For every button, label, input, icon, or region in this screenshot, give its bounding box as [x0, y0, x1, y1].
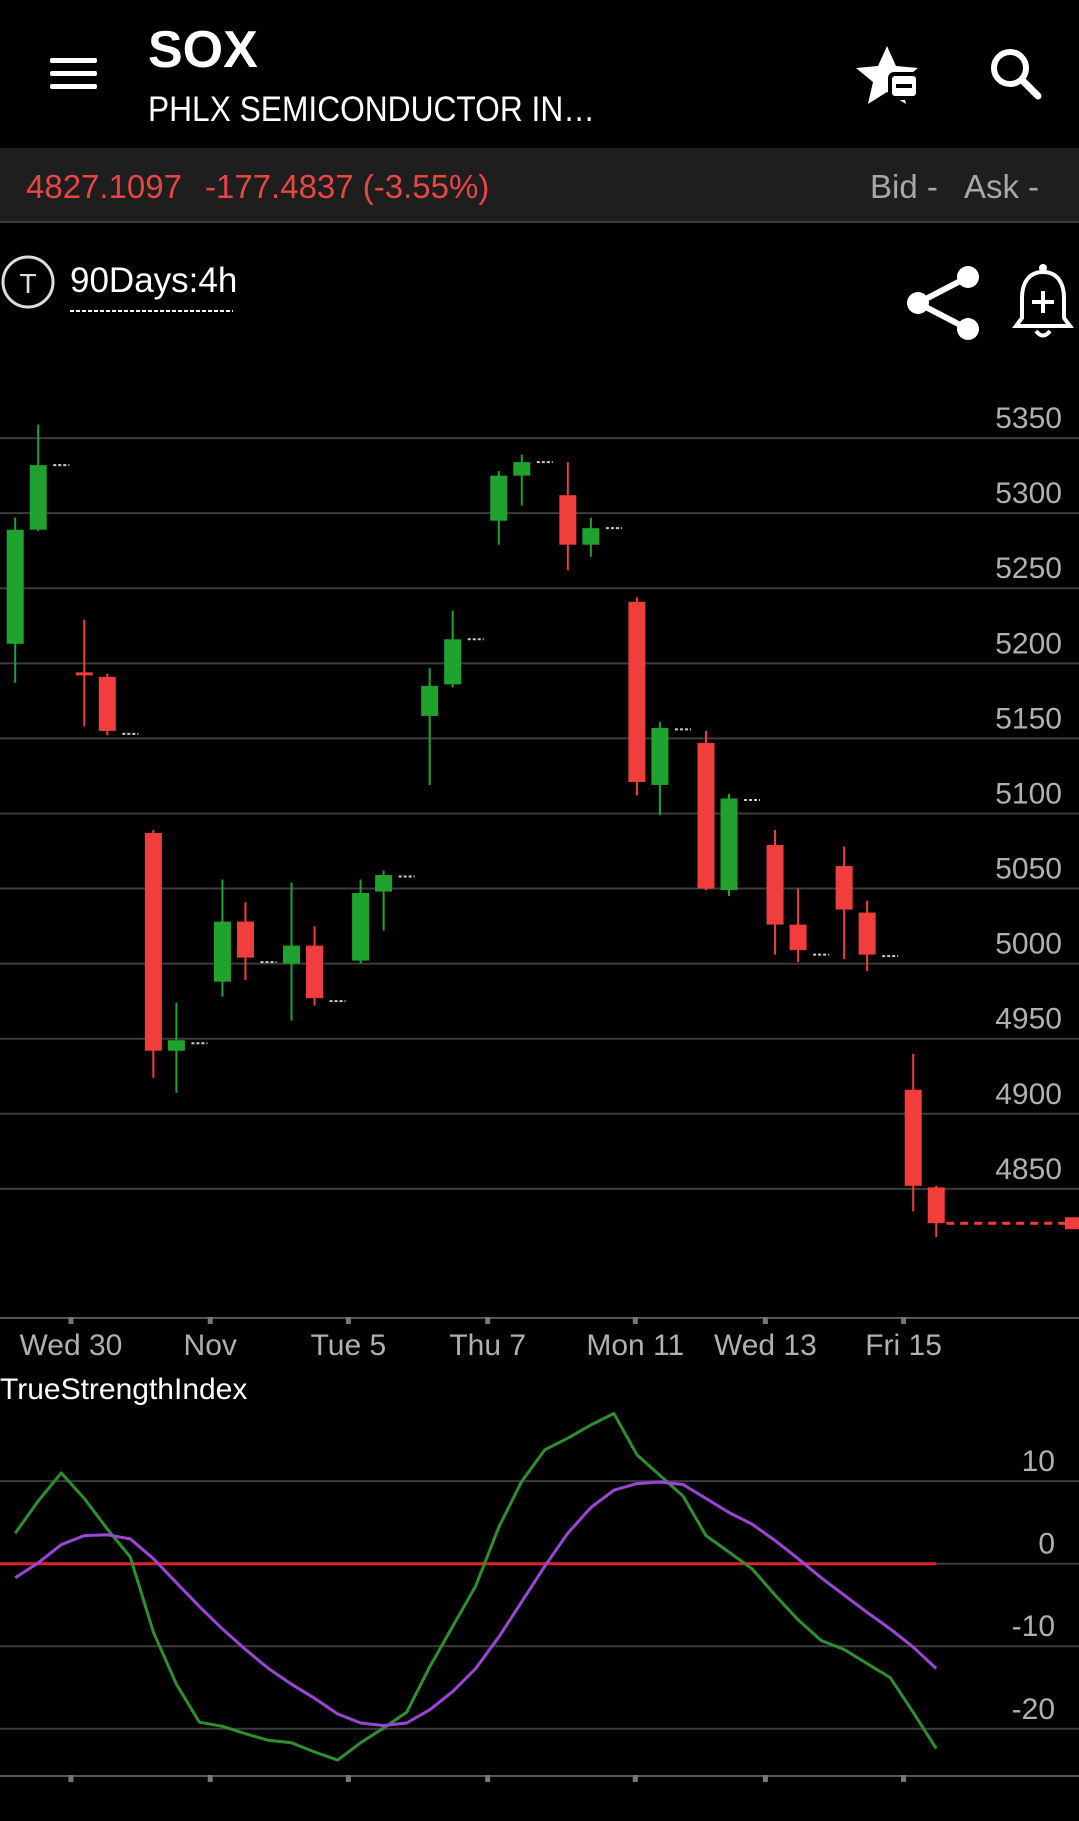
- y-tick-label: 4850: [995, 1153, 1062, 1186]
- alert-button[interactable]: [1012, 264, 1074, 338]
- candle-body: [352, 893, 370, 961]
- y-tick-label: 5000: [995, 928, 1062, 961]
- badge-letter: T: [19, 268, 36, 299]
- price-change: -177.4837 (-3.55%): [205, 168, 489, 205]
- candle-body: [236, 921, 254, 958]
- x-tick-label: Mon 11: [586, 1329, 684, 1362]
- candle-body: [697, 742, 715, 889]
- candle-body: [6, 529, 24, 644]
- search-handle: [1018, 76, 1042, 100]
- bid: Bid -: [870, 168, 938, 205]
- bell-icon: [1012, 269, 1074, 328]
- y-tick-label: 5300: [995, 477, 1062, 510]
- y-tick-label: 5350: [995, 402, 1062, 435]
- candle-body: [283, 945, 301, 964]
- share-node: [957, 318, 979, 340]
- indicator-line: [13, 1412, 938, 1762]
- indicator-title: TrueStrengthIndex: [0, 1373, 247, 1406]
- menu-button[interactable]: [50, 58, 97, 89]
- candle-body: [904, 1089, 922, 1186]
- candle-body: [766, 845, 784, 925]
- y-tick-label: 5150: [995, 702, 1062, 735]
- candle-body: [144, 833, 162, 1051]
- badge-circle: [1, 255, 55, 309]
- y-tick-label: 5050: [995, 853, 1062, 886]
- candle-body: [444, 639, 462, 685]
- watchlist-button[interactable]: [856, 46, 920, 104]
- search-button[interactable]: [991, 49, 1042, 100]
- candle-body: [75, 672, 93, 676]
- x-tick-label: Nov: [184, 1329, 237, 1362]
- candle-body: [835, 866, 853, 910]
- candle-body: [98, 676, 116, 731]
- menu-bar: [50, 71, 97, 76]
- symbol: SOX: [148, 21, 258, 79]
- instrument-name: PHLX SEMICONDUCTOR IN…: [148, 90, 595, 129]
- last-price: 4827.1097: [26, 168, 182, 205]
- candle-body: [927, 1187, 945, 1224]
- y-tick-label: 0: [1038, 1528, 1055, 1561]
- y-tick-label: -20: [1012, 1693, 1055, 1726]
- share-button[interactable]: [907, 266, 979, 340]
- x-tick-label: Fri 15: [865, 1329, 942, 1362]
- candle-body: [513, 462, 531, 476]
- x-tick-label: Wed 30: [19, 1329, 122, 1362]
- candle-body: [789, 924, 807, 951]
- candle-body: [421, 685, 439, 716]
- candle-body: [628, 601, 646, 782]
- price-chart: 4850 4900 4950 5000 5050 5100 5150 5200 5250 5300…: [0, 402, 1079, 1362]
- candle-body: [582, 528, 600, 545]
- search-icon: [991, 49, 1029, 87]
- y-tick-label: 4950: [995, 1003, 1062, 1036]
- share-node: [907, 292, 929, 314]
- chart-type-button[interactable]: T: [1, 255, 55, 309]
- candle-body: [375, 875, 393, 892]
- interval: 90Days:4h: [70, 261, 237, 300]
- candle-body: [651, 727, 669, 785]
- y-tick-label: 5200: [995, 627, 1062, 660]
- quote-bar: [0, 148, 1079, 222]
- y-tick-label: 5100: [995, 777, 1062, 810]
- x-tick-label: Thu 7: [449, 1329, 526, 1362]
- y-tick-label: -10: [1012, 1610, 1055, 1643]
- candle-body: [559, 495, 577, 545]
- candle-body: [490, 475, 508, 521]
- bell-clapper: [1034, 329, 1052, 338]
- indicator-chart: -20 -10 0 10: [0, 1412, 1079, 1782]
- candle-body: [167, 1040, 185, 1051]
- share-node: [957, 266, 979, 288]
- x-tick-label: Wed 13: [714, 1329, 817, 1362]
- ask: Ask -: [964, 168, 1039, 205]
- x-tick-label: Tue 5: [311, 1329, 387, 1362]
- bell-top: [1039, 264, 1047, 272]
- candle-body: [213, 921, 231, 982]
- minus-sign: [896, 84, 912, 88]
- last-price-marker: [1065, 1217, 1079, 1230]
- candle-body: [858, 912, 876, 955]
- menu-bar: [50, 58, 97, 63]
- menu-bar: [50, 84, 97, 89]
- y-tick-label: 5250: [995, 552, 1062, 585]
- candle-body: [29, 465, 47, 530]
- candle-body: [306, 945, 324, 999]
- indicator-line: [14, 1480, 938, 1727]
- y-tick-label: 4900: [995, 1078, 1062, 1111]
- y-tick-label: 10: [1022, 1445, 1055, 1478]
- candle-body: [720, 798, 738, 891]
- interval-selector[interactable]: 90Days:4h: [70, 261, 237, 312]
